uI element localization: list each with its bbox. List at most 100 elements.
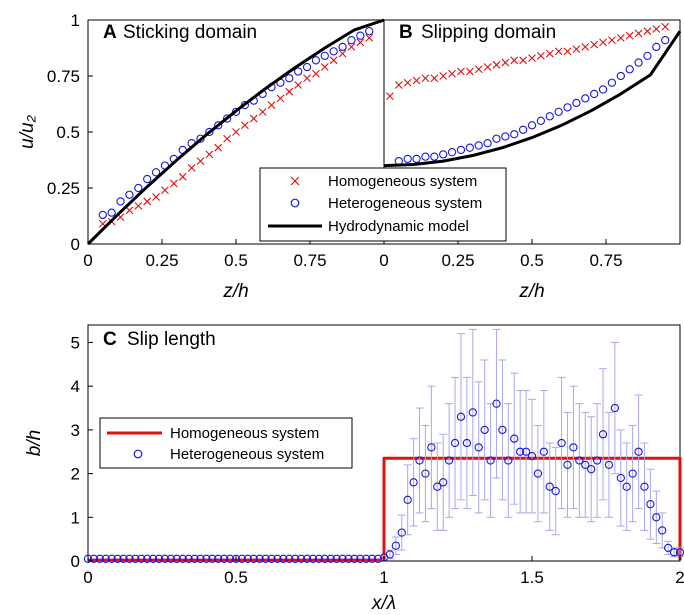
panel-a-series-x-point bbox=[125, 206, 134, 215]
panel-b-series-o-point bbox=[527, 121, 537, 130]
panel-b-series-o-point bbox=[590, 89, 599, 99]
panel-b-series-x-point bbox=[652, 25, 661, 33]
panel-c-series-o-point bbox=[178, 554, 187, 563]
panel-a: 0 0.25 0.5 0.75 0 0.25 0.5 0.75 1 A Sticking dom… bbox=[17, 11, 385, 302]
panel-c-series-o-point bbox=[527, 451, 537, 461]
panel-b-series-x-point bbox=[448, 69, 456, 78]
panel-a-ytick-label: 0.5 bbox=[56, 123, 80, 142]
panel-b-series-o-point bbox=[581, 94, 590, 103]
panel-c-series-o-point bbox=[202, 554, 211, 563]
panel-b-series-o-point bbox=[474, 141, 483, 150]
panel-b-xtick-label: 0 bbox=[379, 251, 388, 270]
panel-a-series-o-point bbox=[196, 134, 205, 143]
legend-c-label-homogeneous: Homogeneous system bbox=[170, 425, 319, 442]
panel-c-series-o-point bbox=[326, 554, 335, 563]
panel-b-series-x-point bbox=[634, 29, 643, 38]
legend-c-label-heterogeneous: Heterogeneous system bbox=[170, 446, 324, 463]
panel-b-series-o-point bbox=[492, 134, 501, 143]
panel-c-series-o-point bbox=[468, 408, 477, 417]
panel-c-series-o-point bbox=[610, 403, 620, 413]
panel-c-series-o-point bbox=[456, 412, 466, 421]
panel-a-series-o-point bbox=[356, 31, 365, 40]
panel-c-series-o-point bbox=[296, 554, 306, 563]
panel-b-series-x-point bbox=[581, 42, 590, 51]
panel-b-series-o-point bbox=[501, 132, 510, 141]
panel-c-series-o-point bbox=[148, 554, 158, 563]
panel-c-series-o-point bbox=[190, 554, 199, 563]
legend-c-box bbox=[99, 417, 353, 469]
panel-c-series-o-point bbox=[172, 554, 181, 563]
panel-c-series-o-point bbox=[450, 438, 460, 448]
panel-b-xtick-label: 0.5 bbox=[520, 251, 544, 270]
panel-c-xtick-label: 1.5 bbox=[520, 568, 544, 587]
panel-c-series-o-point bbox=[498, 425, 507, 435]
panel-c-series-o-point bbox=[640, 482, 649, 491]
panel-a-series-o-point bbox=[311, 56, 321, 65]
panel-a-series-o-point bbox=[125, 190, 134, 199]
panel-c-xtick-label: 1 bbox=[379, 568, 388, 587]
panel-a-series-x-point bbox=[223, 134, 232, 143]
panel-a-xtick-label: 0.75 bbox=[293, 251, 326, 270]
panel-c-series-o-point bbox=[83, 554, 93, 563]
legend-ab-box bbox=[259, 167, 507, 242]
panel-c-series-o-point bbox=[160, 554, 170, 563]
panel-c-series-o-point bbox=[486, 456, 495, 465]
panel-b-series-o-point bbox=[643, 51, 652, 60]
panel-c-series-o-point bbox=[125, 554, 134, 563]
panel-b-series-x-point bbox=[510, 56, 519, 65]
panel-a-series-x-point bbox=[169, 179, 178, 188]
legend-c: Homogeneous system Heterogeneous system bbox=[99, 417, 353, 469]
panel-a-ticks: 0 0.25 0.5 0.75 0 0.25 0.5 0.75 1 bbox=[47, 11, 327, 270]
panel-a-xtick-label: 0 bbox=[83, 251, 92, 270]
panel-b-series-o-point bbox=[563, 103, 572, 112]
panel-b-series-o-point bbox=[456, 145, 466, 155]
panel-a-series-x-point bbox=[134, 202, 143, 210]
panel-a-series-x-point bbox=[232, 128, 240, 136]
panel-a-series-x-point bbox=[338, 49, 347, 58]
panel-c-series-o-point bbox=[581, 460, 590, 470]
panel-c-series-o-point bbox=[587, 465, 596, 474]
panel-a-series-o-point bbox=[143, 174, 152, 184]
panel-c-ytick-label: 1 bbox=[71, 508, 80, 527]
panel-a-series-o-point bbox=[338, 42, 347, 52]
panel-a-xtick-label: 0.5 bbox=[224, 251, 248, 270]
panel-c-series-o-point bbox=[510, 434, 519, 443]
panel-b-series-o-point bbox=[616, 71, 625, 81]
panel-b-series-o-point bbox=[598, 85, 608, 94]
panel-c-series-o-point bbox=[320, 554, 329, 563]
panel-b-series-x-point bbox=[403, 78, 412, 87]
panel-c-series-o-point bbox=[474, 443, 483, 452]
legend-c-marker-heterogeneous bbox=[133, 449, 143, 459]
panel-c-series-o-point bbox=[237, 554, 247, 563]
panel-c-series-o-point bbox=[592, 456, 602, 465]
panel-c-series-o-point bbox=[208, 554, 217, 563]
panel-a-series-x-point bbox=[365, 34, 374, 42]
panel-b-series-o-point bbox=[403, 154, 412, 164]
panel-c-xtick-label: 0.5 bbox=[224, 568, 248, 587]
panel-a-series-x-point bbox=[267, 101, 276, 110]
panel-c-series-o-point bbox=[569, 443, 578, 452]
panel-b-series-x-point bbox=[421, 74, 430, 83]
panel-b-series-x-point bbox=[572, 45, 581, 54]
panel-a-ytick-label: 0 bbox=[71, 235, 80, 254]
panel-b-series-o-point bbox=[625, 65, 634, 74]
panel-a-series-x-point bbox=[143, 197, 152, 206]
panel-b-series-o-point bbox=[572, 98, 581, 108]
panel-c-series-o-point bbox=[285, 554, 294, 563]
panel-c-series-o-point bbox=[279, 554, 288, 563]
panel-c-series-o-point bbox=[658, 526, 667, 535]
panel-a-series-o-point bbox=[302, 62, 312, 72]
legend-ab-marker-heterogeneous bbox=[290, 198, 300, 208]
panel-c-series-line-path bbox=[88, 456, 682, 562]
panel-c-series-o-point bbox=[563, 460, 572, 470]
panel-b-series-o-point bbox=[483, 139, 492, 148]
panel-b-series-x-point bbox=[394, 81, 403, 89]
panel-b-series-x-point bbox=[554, 47, 563, 56]
panel-a-series-x-point bbox=[196, 157, 205, 166]
panel-c-series-o-point bbox=[243, 554, 252, 563]
panel-c-xlabel: x/λ bbox=[371, 593, 396, 614]
panel-c-xtick-label: 0 bbox=[83, 568, 92, 587]
panel-a-marks bbox=[86, 18, 385, 246]
panel-c-series-o-point bbox=[95, 554, 104, 563]
panel-c-series-o-point bbox=[557, 438, 566, 448]
